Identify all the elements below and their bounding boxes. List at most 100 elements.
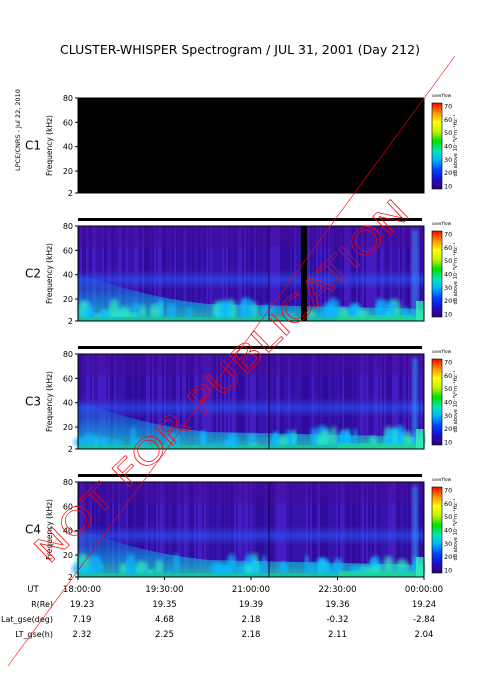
colorbar-label: dB above 10⁻⁸V²m⁻²Hz⁻¹ [453,242,459,304]
ephemeris-value: 2.25 [155,630,174,640]
colorbar-label: dB above 10⁻⁸V²m⁻²Hz⁻¹ [453,498,459,560]
ephemeris-value: 2.18 [242,630,261,640]
ephemeris-value: 2.11 [328,630,347,640]
panel-c1: 80 60 40 20 2 Frequency (kHz) C1 overflow 70 60 50… [25,93,459,198]
x-tick-label: 21:00:00 [232,585,270,595]
status-strip-gap [422,346,425,349]
colorbar-label: dB above 10⁻⁸V²m⁻²Hz⁻¹ [453,114,459,176]
colorbar: overflow 70 60 50 40 30 20 10 dB above 10⁻⁸V²m⁻²… [431,477,459,575]
colorbar-tick-label: 60 [444,116,452,124]
colorbar-tick-label: 40 [444,271,452,279]
x-tick-label: 00:00:00 [405,585,443,595]
ephemeris-row: LT_gse(h) 2.32 2.25 2.18 2.11 2.04 [15,630,433,640]
ephemeris-value: -2.84 [413,615,435,625]
status-strip [78,218,424,221]
y-tick-label: 40 [63,143,73,152]
ephemeris-row: Lat_gse(deg) 7.19 4.68 2.18 -0.32 -2.84 [1,615,435,625]
ephemeris-value: 2.32 [73,630,92,640]
colorbar-tick-label: 70 [444,487,452,495]
colorbar-tick-label: 40 [444,399,452,407]
colorbar-tick-label: 10 [444,439,452,447]
y-axis-label: Frequency (kHz) [45,499,54,560]
colorbar-tick-label: 20 [444,297,452,305]
panel-c2: 80 60 40 20 2 Frequency (kHz) C2 overflow 70 60 50… [25,218,459,326]
ephemeris-value: 19.36 [325,600,349,610]
colorbar: overflow 70 60 50 40 30 20 10 dB above 10⁻⁸V²m⁻²… [431,349,459,447]
panel-frame [77,225,425,322]
colorbar-tick-label: 20 [444,169,452,177]
status-strip [78,474,424,477]
colorbar-tick-label: 20 [444,553,452,561]
colorbar-tick-label: 70 [444,359,452,367]
panel-name-c4: C4 [25,523,41,537]
ephemeris-value: 7.19 [73,615,92,625]
colorbar-tick-label: 10 [444,183,452,191]
y-tick-label: 60 [63,118,73,127]
colorbar-overflow-label: overflow [432,349,452,355]
spectrogram-area [73,354,426,449]
y-tick-label: 60 [63,502,73,511]
status-strip-gap [422,218,425,221]
status-strip-gap [422,474,425,477]
status-strip [78,346,424,349]
ephemeris-value: 19.24 [412,600,436,610]
x-tick-label: 19:30:00 [145,585,183,595]
ephemeris-label: Lat_gse(deg) [1,615,53,624]
watermark-line [7,55,456,667]
colorbar-tick-label: 30 [444,284,452,292]
y-tick-label: 20 [63,167,73,176]
colorbar-label: dB above 10⁻⁸V²m⁻²Hz⁻¹ [453,370,459,432]
colorbar-tick-label: 50 [444,385,452,393]
colorbar-tick-label: 10 [444,311,452,319]
data-gap [301,226,307,321]
y-tick-label: 40 [63,527,73,536]
ephemeris-label: R(Re) [31,600,53,609]
y-tick-label: 60 [63,246,73,255]
ephemeris-value: 19.35 [152,600,176,610]
x-axis-label: UT [27,585,39,595]
y-tick-label: 80 [63,222,73,231]
y-tick-label: 2 [68,445,73,454]
y-tick-label: 2 [68,317,73,326]
ephemeris-value: 4.68 [155,615,174,625]
y-tick-label: 80 [63,350,73,359]
x-tick-label: 22:30:00 [318,585,356,595]
colorbar-tick-label: 30 [444,540,452,548]
colorbar-tick-label: 20 [444,425,452,433]
ephemeris-value: 2.04 [415,630,434,640]
spectrogram-area [71,482,425,577]
colorbar-tick-label: 50 [444,257,452,265]
y-axis-label: Frequency (kHz) [45,115,54,176]
colorbar-tick-label: 70 [444,103,452,111]
ephemeris-table: R(Re) 19.23 19.35 19.39 19.36 19.24 Lat_gse(de… [1,600,436,640]
y-tick-label: 20 [63,423,73,432]
panel-frame [77,353,425,450]
colorbar-tick-label: 30 [444,412,452,420]
side-label: LPCE/CNRS - Jul 22, 2010 [14,89,22,171]
panel-c4: 80 60 40 20 2 Frequency (kHz) C4 overflow 70 60 50… [25,474,459,582]
colorbar-overflow-label: overflow [432,93,452,99]
x-tick-label: 18:00:00 [63,585,101,595]
y-axis-label: Frequency (kHz) [45,371,54,432]
y-tick-label: 2 [68,189,73,198]
colorbar-tick-label: 30 [444,156,452,164]
panel-c3: 80 60 40 20 2 Frequency (kHz) C3 overflow 70 60 50… [25,346,459,454]
colorbar-overflow-label: overflow [432,477,452,483]
ephemeris-value: -0.32 [327,615,349,625]
colorbar-tick-label: 50 [444,129,452,137]
colorbar: overflow 70 60 50 40 30 20 10 dB above 10⁻⁸V²m⁻²… [431,221,459,319]
panel-frame [77,97,425,194]
y-tick-label: 80 [63,478,73,487]
colorbar-tick-label: 40 [444,143,452,151]
colorbar-tick-label: 10 [444,567,452,575]
ephemeris-value: 2.18 [242,615,261,625]
y-tick-label: 20 [63,551,73,560]
y-axis-label: Frequency (kHz) [45,243,54,304]
y-tick-label: 40 [63,399,73,408]
ephemeris-label: LT_gse(h) [15,630,53,639]
colorbar: overflow 70 60 50 40 30 20 10 dB above 10⁻⁸V²m⁻²… [431,93,459,191]
spectrogram-area [77,226,424,321]
panel-name-c1: C1 [25,139,41,153]
chart-title: CLUSTER-WHISPER Spectrogram / JUL 31, 20… [60,42,420,57]
colorbar-tick-label: 40 [444,527,452,535]
